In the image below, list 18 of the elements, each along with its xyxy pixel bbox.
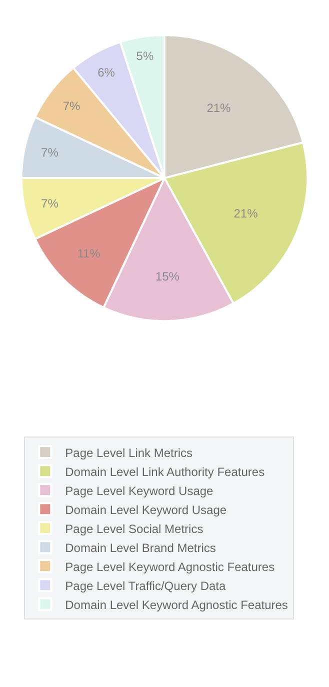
- data-label: 11%: [77, 246, 101, 261]
- legend-label: Domain Level Brand Metrics: [65, 540, 216, 555]
- data-label: 7%: [41, 145, 59, 160]
- legend-label: Page Level Social Metrics: [65, 522, 204, 536]
- legend-label: Domain Level Keyword Usage: [65, 502, 227, 517]
- data-label: 7%: [41, 196, 59, 211]
- data-label: 7%: [62, 99, 81, 114]
- legend-label: Page Level Traffic/Query Data: [65, 578, 226, 593]
- data-label: 6%: [98, 65, 116, 80]
- legend-label: Page Level Link Metrics: [65, 446, 193, 460]
- legend-label: Domain Level Link Authority Features: [65, 464, 265, 479]
- data-label: 21%: [206, 100, 232, 115]
- legend-label: Domain Level Keyword Agnostic Features: [65, 598, 288, 612]
- legend-label: Page Level Keyword Usage: [65, 484, 214, 498]
- data-label: 5%: [136, 48, 154, 63]
- data-label: 21%: [234, 206, 258, 220]
- legend-label: Page Level Keyword Agnostic Features: [65, 560, 275, 574]
- data-label: 15%: [155, 269, 180, 284]
